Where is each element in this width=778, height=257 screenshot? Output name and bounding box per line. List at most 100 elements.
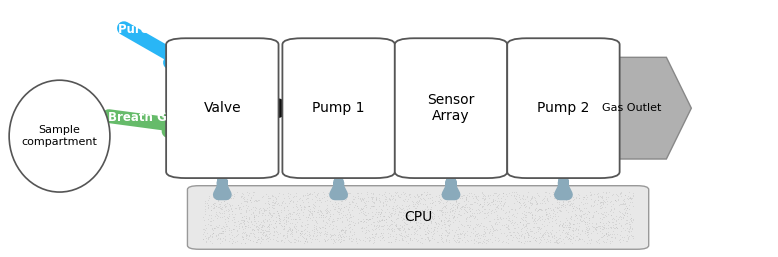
Point xyxy=(293,239,305,243)
Point xyxy=(428,214,440,218)
Point xyxy=(412,200,424,205)
Point xyxy=(233,207,246,211)
Point xyxy=(307,209,320,213)
Point xyxy=(555,223,568,227)
Point xyxy=(471,200,483,205)
Point xyxy=(530,236,542,240)
Point xyxy=(600,231,612,235)
Point xyxy=(538,231,550,235)
Point xyxy=(524,201,536,206)
Point xyxy=(352,217,364,221)
Point xyxy=(295,205,307,209)
Point xyxy=(216,228,228,233)
Point xyxy=(525,202,538,206)
Point xyxy=(348,197,360,201)
Point xyxy=(272,210,284,215)
Point xyxy=(242,223,254,227)
Point xyxy=(223,228,235,232)
Point xyxy=(523,205,535,209)
Point xyxy=(345,199,358,203)
Point xyxy=(384,223,396,227)
Point xyxy=(580,230,593,234)
Point xyxy=(258,207,270,211)
Point xyxy=(452,236,464,240)
Point xyxy=(600,197,612,201)
Point xyxy=(228,194,240,198)
Point xyxy=(319,223,331,227)
Point xyxy=(346,200,359,204)
Point xyxy=(478,232,490,236)
Point xyxy=(544,194,556,198)
Point xyxy=(237,204,249,208)
Point xyxy=(380,195,393,199)
Point xyxy=(363,223,375,227)
Point xyxy=(300,196,313,200)
Point xyxy=(262,222,275,226)
Point xyxy=(383,191,395,196)
Point xyxy=(517,222,529,226)
Point xyxy=(303,204,316,208)
Point xyxy=(468,237,480,241)
Point xyxy=(508,221,520,225)
Point xyxy=(461,215,473,219)
Point xyxy=(492,203,504,207)
Point xyxy=(207,218,219,222)
Point xyxy=(585,231,598,235)
Point xyxy=(222,216,234,220)
Point xyxy=(241,190,254,194)
Point xyxy=(223,239,235,243)
Point xyxy=(349,203,362,207)
Point xyxy=(338,213,351,217)
Point xyxy=(370,195,383,199)
Point xyxy=(411,192,423,196)
Point xyxy=(480,225,492,229)
Point xyxy=(284,192,296,197)
Point xyxy=(522,235,534,239)
Point xyxy=(368,236,380,240)
Point xyxy=(341,217,353,221)
Point xyxy=(529,238,541,242)
Point xyxy=(285,217,297,221)
Point xyxy=(624,224,636,228)
Point xyxy=(226,209,238,213)
Point xyxy=(557,228,569,232)
Point xyxy=(464,238,477,242)
Point xyxy=(335,201,347,206)
Point xyxy=(569,205,582,209)
Point xyxy=(619,228,631,233)
Point xyxy=(326,227,338,231)
Point xyxy=(576,228,589,232)
Point xyxy=(202,196,215,200)
Point xyxy=(575,219,587,223)
Point xyxy=(535,208,548,212)
Point xyxy=(321,209,333,213)
Point xyxy=(274,221,286,225)
Point xyxy=(207,206,219,210)
Point xyxy=(592,224,605,228)
Point xyxy=(584,194,597,198)
Point xyxy=(541,216,554,220)
Point xyxy=(614,191,626,196)
Point xyxy=(303,192,316,196)
Point xyxy=(573,208,586,212)
Point xyxy=(215,200,227,204)
Point xyxy=(582,228,594,232)
Point xyxy=(579,201,591,205)
Point xyxy=(589,226,601,231)
FancyBboxPatch shape xyxy=(394,38,507,178)
Point xyxy=(422,207,434,211)
Point xyxy=(521,195,534,199)
Point xyxy=(565,215,577,219)
Point xyxy=(237,195,250,199)
Point xyxy=(414,225,426,230)
Point xyxy=(615,217,627,221)
Point xyxy=(470,222,482,226)
Point xyxy=(269,215,282,219)
Point xyxy=(437,200,450,205)
Point xyxy=(627,204,640,208)
Point xyxy=(569,208,581,212)
Point xyxy=(369,212,381,216)
Point xyxy=(625,216,637,220)
Point xyxy=(393,228,405,233)
Point xyxy=(363,239,375,243)
